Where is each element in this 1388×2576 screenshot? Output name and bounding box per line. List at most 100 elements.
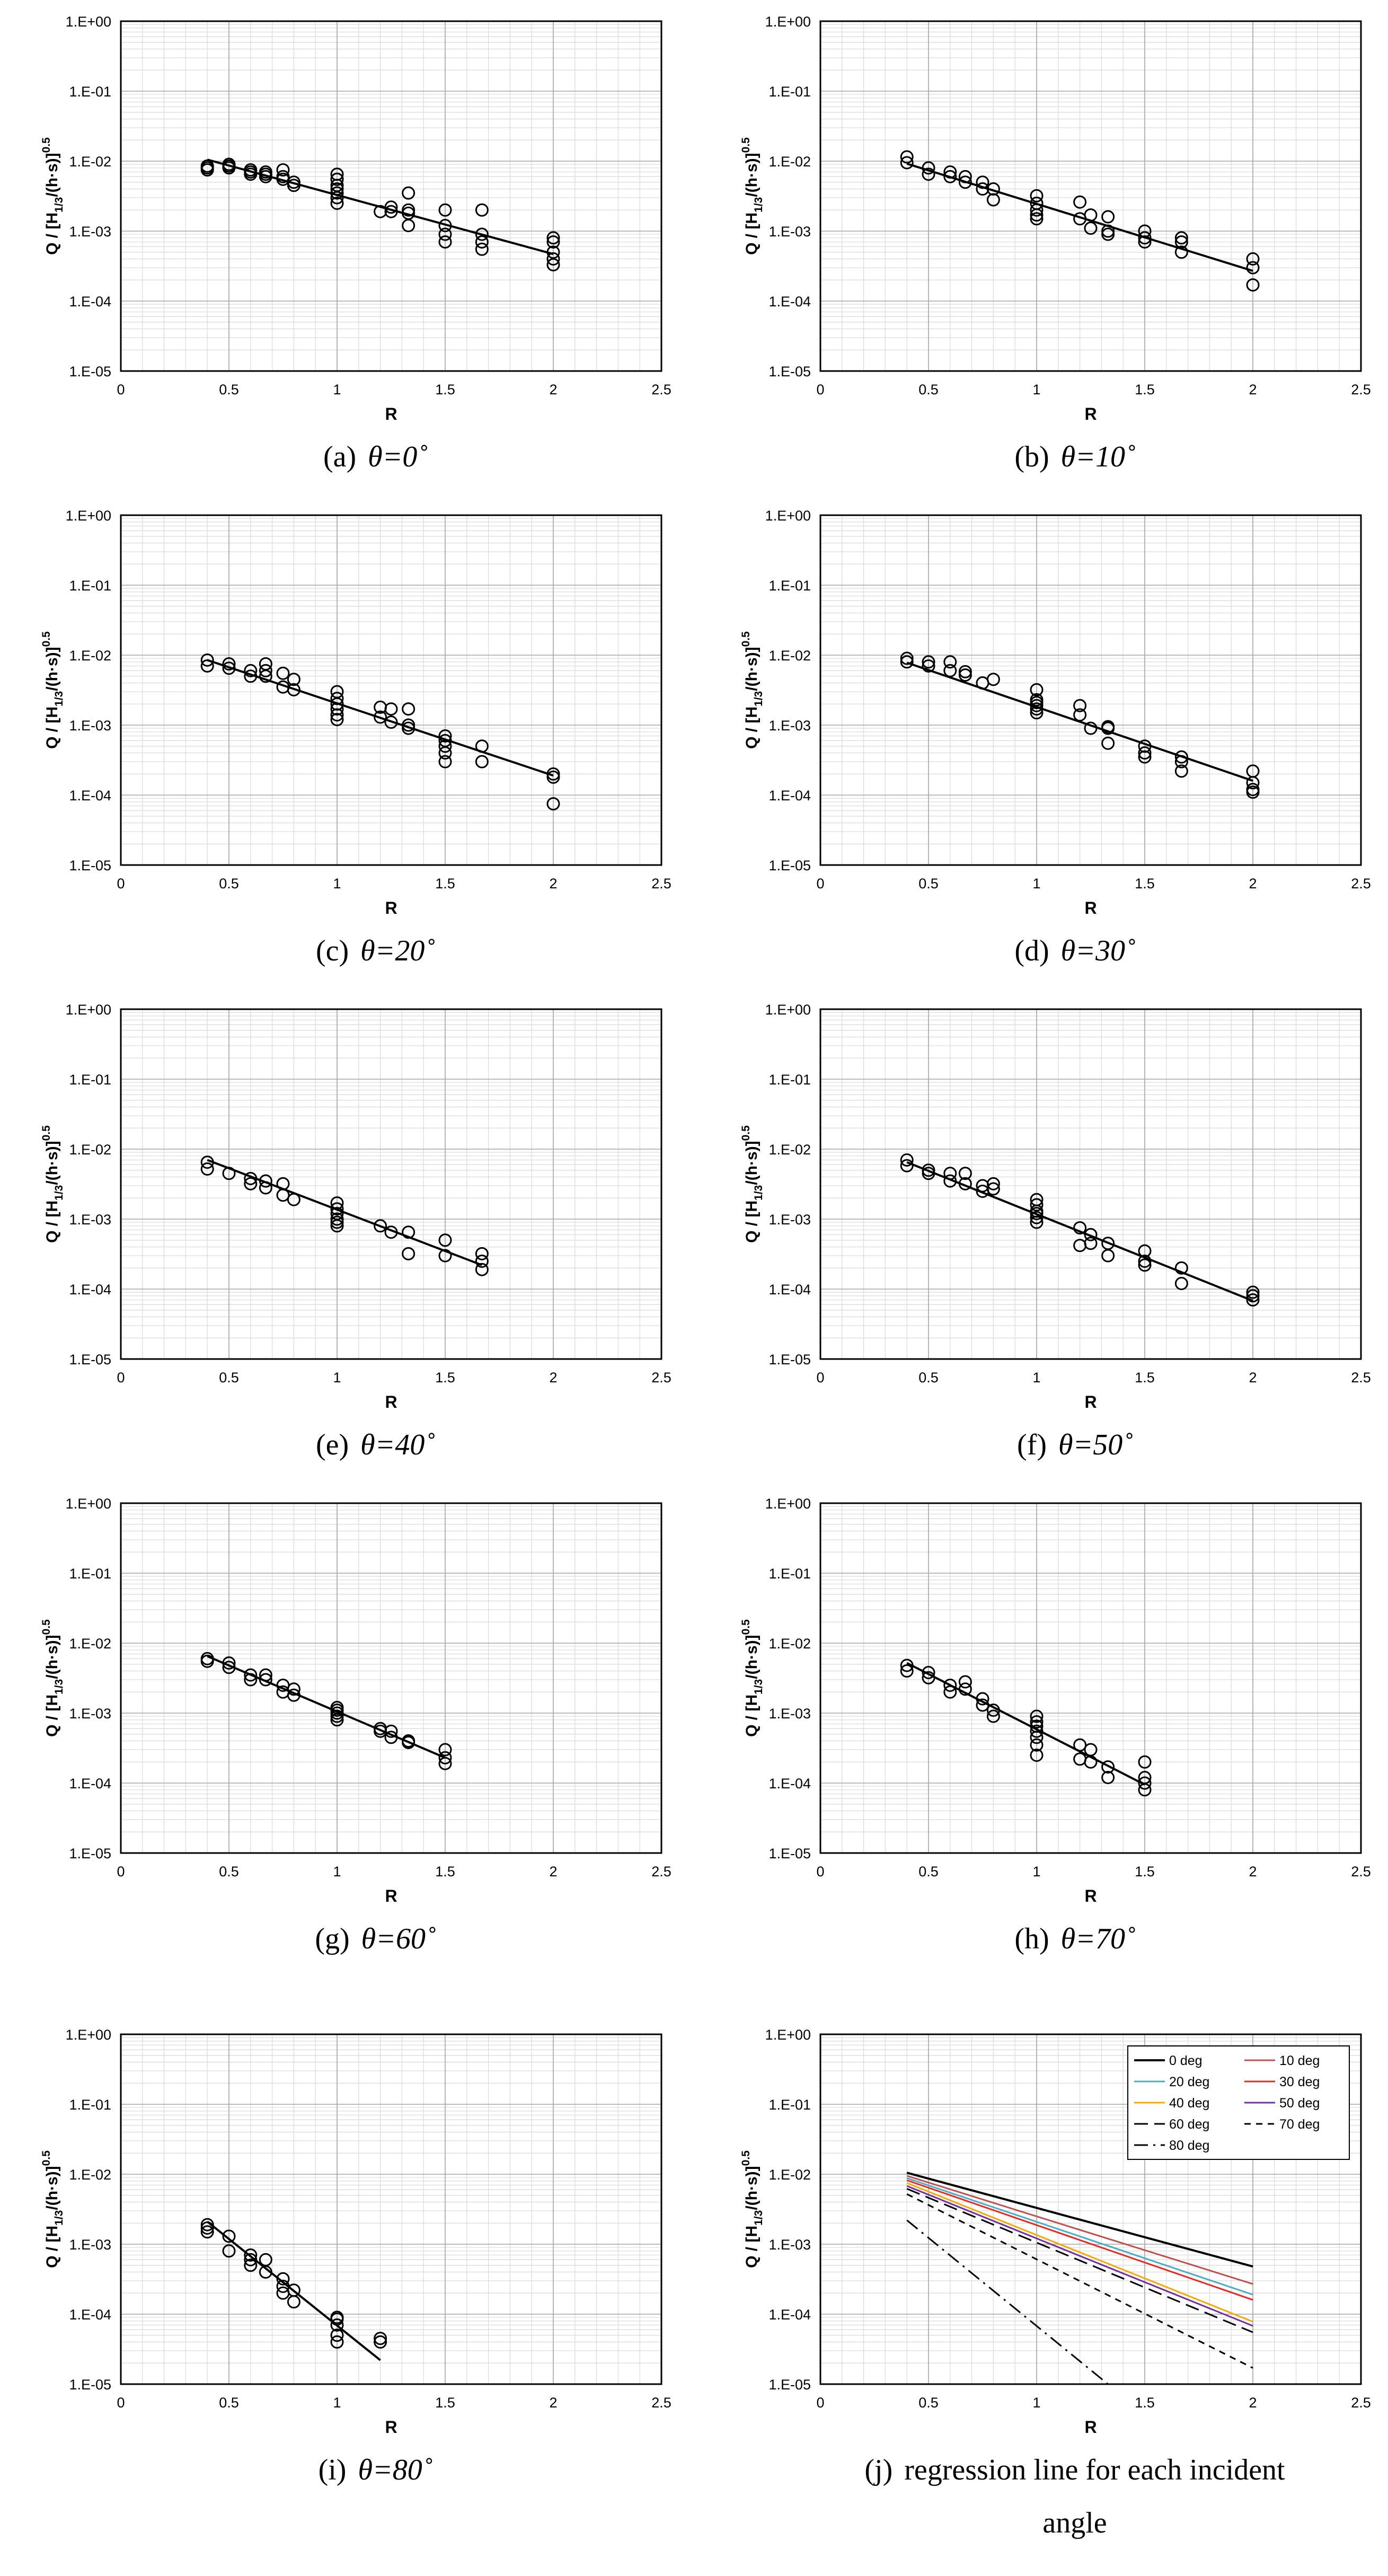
x-tick-label: 0 xyxy=(816,2395,824,2411)
data-point xyxy=(330,2318,344,2332)
data-point xyxy=(438,203,452,217)
y-tick-label: 1.E-03 xyxy=(768,1212,811,1228)
x-tick-label: 2.5 xyxy=(1351,1370,1371,1386)
data-point xyxy=(900,156,914,170)
y-tick-label: 1.E-02 xyxy=(768,648,811,664)
data-point xyxy=(546,231,560,245)
y-tick-label: 1.E-02 xyxy=(768,2167,811,2183)
x-tick-label: 0.5 xyxy=(918,2395,939,2411)
data-point xyxy=(1138,1254,1152,1268)
data-point xyxy=(1101,736,1115,750)
legend-entry: 60 deg xyxy=(1169,2117,1209,2132)
caption-text-line2: angle xyxy=(1042,2507,1107,2539)
caption-label: (b) xyxy=(1014,440,1049,473)
data-point xyxy=(900,651,914,665)
data-points xyxy=(200,157,560,272)
y-tick-label: 1.E+00 xyxy=(765,1496,811,1512)
data-point xyxy=(1174,1277,1188,1291)
data-point xyxy=(438,1233,452,1247)
x-tick-label: 1.5 xyxy=(435,2395,455,2411)
panel-caption: (c) θ=20˚ xyxy=(316,934,435,967)
y-axis-label: Q / [H1/3/(h·s)]0.5 xyxy=(740,2150,765,2268)
data-point xyxy=(276,666,290,680)
y-axis-label: Q / [H1/3/(h·s)]0.5 xyxy=(40,1125,65,1243)
data-point xyxy=(986,193,1000,207)
y-tick-label: 1.E-04 xyxy=(768,1776,811,1792)
plot-frame xyxy=(120,1008,662,1360)
x-tick-label: 0.5 xyxy=(219,1370,239,1386)
y-axis-label-part: /(h·s)] xyxy=(743,1635,761,1679)
x-tick-label: 1 xyxy=(1032,876,1040,892)
y-axis-label-part: Q / [H xyxy=(43,1695,61,1737)
data-point xyxy=(475,1247,489,1260)
data-point xyxy=(1174,231,1188,245)
data-point xyxy=(1073,1221,1087,1234)
y-tick-label: 1.E-04 xyxy=(768,294,811,310)
y-axis-label-part: 0.5 xyxy=(740,137,752,153)
regression-line xyxy=(207,1655,446,1759)
x-tick-label: 2 xyxy=(1249,2395,1257,2411)
caption-angle: θ=60˚ xyxy=(361,1922,436,1955)
data-point xyxy=(1030,1731,1044,1744)
data-point xyxy=(374,1219,387,1233)
regression-line xyxy=(906,1662,1145,1786)
caption-label: (a) xyxy=(323,440,356,473)
chart-panel-c: 1.E-05 1.E-04 1.E-03 1.E-02 1.E-01 1.E+00 0 0.5… xyxy=(40,508,671,967)
regression-line xyxy=(906,661,1253,782)
y-tick-label: 1.E-02 xyxy=(69,2167,111,2183)
data-point xyxy=(958,665,972,678)
data-point xyxy=(244,2259,258,2272)
y-tick-label: 1.E-03 xyxy=(768,1706,811,1722)
caption-label: (j) xyxy=(864,2454,892,2486)
data-point xyxy=(200,1654,214,1668)
x-tick-label: 1.5 xyxy=(435,876,455,892)
data-point xyxy=(1246,786,1260,799)
data-point xyxy=(1030,683,1044,696)
x-tick-label: 0 xyxy=(816,382,824,398)
data-point xyxy=(1101,1249,1115,1263)
data-point xyxy=(1030,1207,1044,1221)
caption-label: (g) xyxy=(315,1922,349,1955)
data-point xyxy=(1138,750,1152,764)
caption-label: (d) xyxy=(1014,934,1049,967)
data-point xyxy=(330,2335,344,2349)
y-axis-label: Q / [H1/3/(h·s)]0.5 xyxy=(40,2150,65,2268)
data-point xyxy=(922,655,935,669)
y-tick-label: 1.E+00 xyxy=(66,1002,111,1018)
y-axis-label-part: /(h·s)] xyxy=(743,153,761,197)
data-point xyxy=(330,1202,344,1216)
plot-frame xyxy=(120,1502,662,1854)
y-axis-label-part: Q / [H xyxy=(43,1201,61,1243)
y-axis-label-part: /(h·s)] xyxy=(743,2166,761,2210)
data-point xyxy=(287,683,300,696)
x-tick-label: 0.5 xyxy=(219,2395,239,2411)
data-point xyxy=(1246,776,1260,790)
y-tick-label: 1.E-03 xyxy=(69,2237,111,2253)
data-point xyxy=(475,235,489,249)
y-axis-label-part: 0.5 xyxy=(40,631,52,647)
data-points xyxy=(900,1153,1260,1307)
y-tick-label: 1.E-03 xyxy=(69,1706,111,1722)
x-tick-label: 0.5 xyxy=(219,382,239,398)
data-point xyxy=(438,755,452,769)
data-point xyxy=(287,1682,300,1696)
y-axis-label-part: 0.5 xyxy=(40,137,52,153)
data-point xyxy=(402,203,415,217)
x-tick-label: 1.5 xyxy=(1135,1864,1155,1880)
data-point xyxy=(1138,1755,1152,1769)
panel-caption: (b) θ=10˚ xyxy=(1014,440,1135,473)
y-tick-label: 1.E-05 xyxy=(69,1352,111,1368)
data-point xyxy=(986,1182,1000,1196)
y-axis-label-part: 1/3 xyxy=(53,2210,65,2226)
y-tick-label: 1.E+00 xyxy=(66,14,111,30)
x-tick-label: 1 xyxy=(1032,2395,1040,2411)
panel-caption: (i) θ=80˚ xyxy=(319,2454,432,2486)
x-tick-label: 2 xyxy=(549,382,557,398)
data-point xyxy=(922,1163,935,1177)
data-point xyxy=(958,1167,972,1180)
data-point xyxy=(1174,764,1188,778)
data-point xyxy=(374,1724,387,1738)
x-tick-label: 1.5 xyxy=(435,1370,455,1386)
data-point xyxy=(922,167,935,181)
y-axis-label-part: 1/3 xyxy=(753,1185,765,1201)
